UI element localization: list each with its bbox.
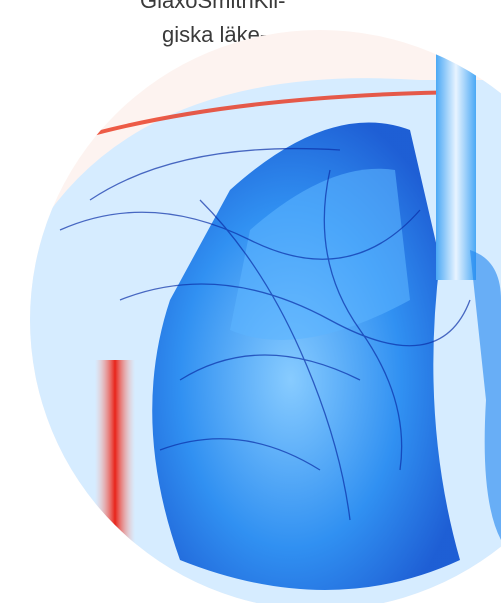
body-text-line: GlaxoSmithKli- bbox=[140, 0, 286, 13]
